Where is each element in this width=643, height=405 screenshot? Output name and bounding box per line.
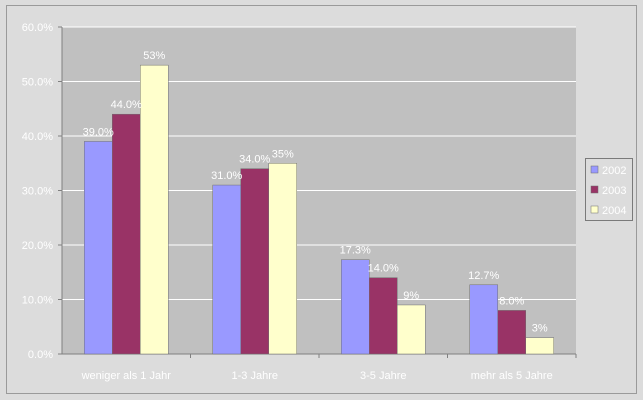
data-label: 9% (403, 290, 419, 302)
bar-2004-2 (397, 304, 426, 355)
data-label: 14.0% (368, 263, 399, 275)
bar-2002-3 (469, 284, 498, 355)
data-label: 44.0% (111, 99, 142, 111)
data-label: 12.7% (468, 270, 499, 282)
data-label: 17.3% (340, 245, 371, 257)
legend-label: 2004 (602, 205, 626, 217)
data-label: 53% (143, 50, 165, 62)
bar-2003-3 (497, 310, 526, 355)
y-tick-label: 20.0% (22, 240, 53, 252)
data-label: 8.0% (499, 295, 524, 307)
data-label: 39.0% (83, 126, 114, 138)
legend-swatch-2004 (590, 205, 599, 214)
x-tick-label: weniger als 1 Jahr (81, 370, 172, 382)
x-tick-label: mehr als 5 Jahre (471, 370, 553, 382)
legend-swatch-2002 (590, 165, 599, 174)
y-tick-label: 40.0% (22, 131, 53, 143)
y-tick-label: 0.0% (28, 349, 53, 361)
data-label: 31.0% (211, 170, 242, 182)
bar-2004-3 (525, 337, 554, 355)
y-tick-label: 10.0% (22, 295, 53, 307)
legend: 2002 2003 2004 (585, 158, 633, 221)
axes: 0.0% 10.0% 20.0% 30.0% 40.0% 50.0% 60.0% wenige… (22, 22, 577, 382)
data-label: 35% (272, 148, 294, 160)
y-tick-label: 60.0% (22, 22, 53, 34)
legend-label: 2003 (602, 185, 626, 197)
bar-2002-0 (84, 141, 113, 355)
chart-area-border (6, 5, 637, 394)
bar-2003-2 (369, 277, 398, 355)
data-label: 34.0% (239, 154, 270, 166)
bar-2003-1 (240, 168, 269, 355)
legend-swatch-2003 (590, 185, 599, 194)
bar-2004-0 (140, 64, 169, 355)
legend-label: 2002 (602, 165, 626, 177)
bar-2003-0 (112, 113, 141, 355)
bar-2002-2 (341, 259, 370, 355)
x-tick-label: 1-3 Jahre (232, 370, 278, 382)
x-tick-label: 3-5 Jahre (360, 370, 406, 382)
y-tick-label: 30.0% (22, 186, 53, 198)
data-label: 3% (532, 323, 548, 335)
y-tick-label: 50.0% (22, 77, 53, 89)
data-labels: 39.0% 44.0% 53% 31.0% 34.0% 35% 17.3% 14.0% 9% 12… (83, 50, 548, 335)
bars (84, 64, 554, 355)
bar-2002-1 (212, 184, 241, 355)
bar-2004-1 (268, 163, 297, 355)
